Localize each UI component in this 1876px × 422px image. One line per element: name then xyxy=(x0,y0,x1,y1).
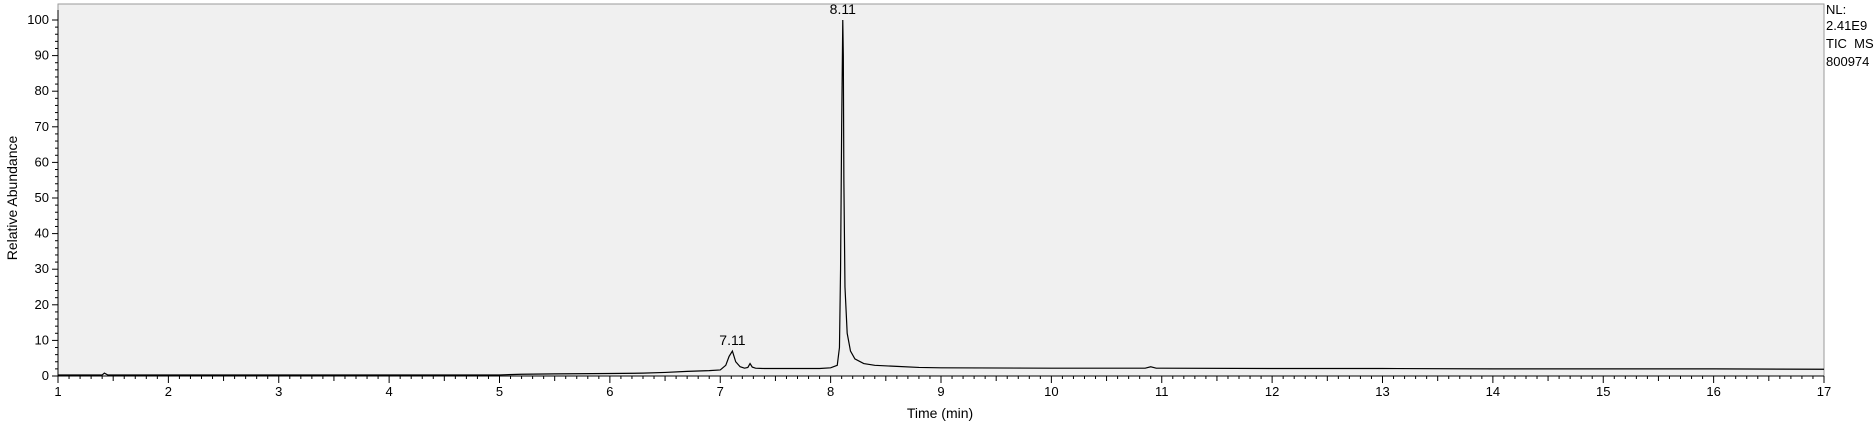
y-tick-label: 60 xyxy=(35,154,49,169)
sample-id: 800974 xyxy=(1826,54,1869,69)
y-tick-label: 10 xyxy=(35,332,49,347)
y-tick-label: 40 xyxy=(35,226,49,241)
y-tick-label: 50 xyxy=(35,190,49,205)
x-tick-label: 2 xyxy=(165,384,172,399)
peak-annotations: 7.11 8.11 xyxy=(719,1,856,348)
y-tick-label: 0 xyxy=(42,368,49,383)
x-tick-label: 7 xyxy=(717,384,724,399)
x-tick-label: 13 xyxy=(1375,384,1389,399)
plot-area xyxy=(57,3,1825,377)
x-tick-label: 6 xyxy=(606,384,613,399)
y-axis-label: Relative Abundance xyxy=(4,136,20,261)
x-tick-label: 4 xyxy=(386,384,393,399)
tic-trace-line xyxy=(58,19,1825,376)
y-tick-label: 30 xyxy=(35,261,49,276)
x-tick-label: 5 xyxy=(496,384,503,399)
x-tick-label: 17 xyxy=(1817,384,1831,399)
x-tick-label: 3 xyxy=(275,384,282,399)
y-tick-label: 20 xyxy=(35,297,49,312)
x-tick-label: 1 xyxy=(54,384,61,399)
x-tick-label: 14 xyxy=(1486,384,1500,399)
x-tick-label: 12 xyxy=(1265,384,1279,399)
peak-label: 7.11 xyxy=(719,332,745,348)
x-tick-label: 16 xyxy=(1706,384,1720,399)
info-panel: NL: 2.41E9 TIC MS 800974 xyxy=(1826,2,1874,69)
nl-label: NL: xyxy=(1826,2,1846,17)
y-tick-label: 80 xyxy=(35,83,49,98)
y-tick-label: 90 xyxy=(35,48,49,63)
y-tick-label: 100 xyxy=(27,12,49,27)
peak-label: 8.11 xyxy=(830,1,856,17)
nl-value: 2.41E9 xyxy=(1826,18,1867,33)
x-tick-label: 9 xyxy=(937,384,944,399)
x-tick-label: 8 xyxy=(827,384,834,399)
y-axis: 0 10 20 30 40 50 60 70 80 90 100 xyxy=(27,10,59,383)
x-axis-label: Time (min) xyxy=(907,405,973,421)
trace-type: TIC MS xyxy=(1826,36,1874,51)
x-tick-label: 11 xyxy=(1155,384,1169,399)
x-tick-label: 10 xyxy=(1044,384,1058,399)
x-tick-label: 15 xyxy=(1596,384,1610,399)
y-tick-label: 70 xyxy=(35,119,49,134)
x-axis: 1 2 3 4 5 6 7 8 9 10 11 12 13 14 15 16 17 xyxy=(54,375,1831,399)
